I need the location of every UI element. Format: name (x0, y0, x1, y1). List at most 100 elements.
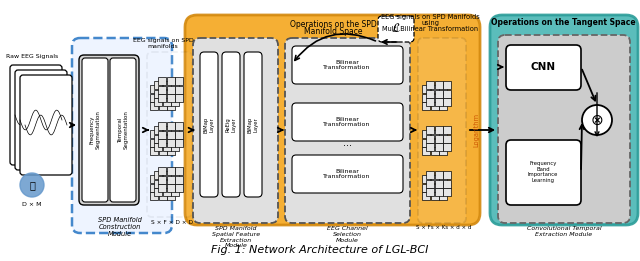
Bar (175, 94, 183, 102)
Bar (439, 147, 447, 155)
FancyBboxPatch shape (110, 58, 136, 202)
Text: using: using (421, 20, 439, 26)
Bar (158, 139, 166, 147)
Bar (158, 122, 166, 130)
Bar (439, 85, 447, 93)
Bar (426, 90, 434, 98)
Bar (163, 90, 170, 98)
Bar (150, 175, 158, 183)
Bar (435, 126, 442, 134)
Bar (175, 86, 183, 93)
Bar (422, 130, 430, 138)
Bar (171, 180, 179, 187)
Bar (435, 81, 442, 89)
Bar (175, 130, 183, 139)
Bar (171, 81, 179, 89)
Text: Raw EEG Signals: Raw EEG Signals (6, 54, 58, 59)
Bar (159, 93, 166, 102)
FancyBboxPatch shape (72, 38, 172, 233)
Text: Multi Bilinear Transformation: Multi Bilinear Transformation (382, 26, 478, 32)
Bar (167, 175, 175, 183)
FancyBboxPatch shape (490, 15, 638, 225)
Text: D × M: D × M (22, 203, 42, 207)
Bar (154, 134, 162, 143)
Bar (431, 139, 438, 146)
Bar (171, 143, 179, 151)
Bar (443, 81, 451, 89)
Bar (171, 90, 179, 98)
FancyBboxPatch shape (292, 155, 403, 193)
Text: SPD Manifold
Spatial Feature
Extraction
Module: SPD Manifold Spatial Feature Extraction … (212, 226, 260, 248)
Bar (422, 192, 430, 200)
Bar (150, 139, 158, 146)
Text: Convolutional Temporal
Extraction Module: Convolutional Temporal Extraction Module (527, 226, 602, 237)
Bar (154, 81, 162, 89)
Bar (426, 143, 434, 151)
Bar (167, 130, 175, 138)
FancyBboxPatch shape (292, 103, 403, 141)
Bar (167, 85, 175, 93)
Text: Operations on the SPD: Operations on the SPD (290, 20, 376, 29)
FancyBboxPatch shape (498, 35, 630, 223)
Bar (426, 98, 434, 106)
Bar (431, 130, 438, 138)
FancyBboxPatch shape (285, 38, 410, 223)
FancyBboxPatch shape (244, 52, 262, 197)
Text: Manifold Space: Manifold Space (304, 27, 362, 36)
Text: Frequency
Segmentation: Frequency Segmentation (90, 111, 100, 150)
FancyBboxPatch shape (418, 38, 466, 223)
Bar (443, 126, 451, 134)
FancyBboxPatch shape (10, 65, 62, 165)
Text: Bilinear
Transformation: Bilinear Transformation (323, 60, 371, 70)
Text: BiMap
Layer: BiMap Layer (248, 117, 259, 133)
Bar (158, 175, 166, 183)
Bar (431, 192, 438, 200)
Bar (154, 143, 162, 151)
Bar (426, 126, 434, 134)
Bar (163, 134, 170, 143)
Bar (443, 90, 451, 98)
FancyBboxPatch shape (222, 52, 240, 197)
FancyBboxPatch shape (147, 52, 192, 217)
Text: ReEig
Layer: ReEig Layer (226, 118, 236, 132)
Bar (439, 102, 447, 110)
Bar (163, 180, 170, 187)
FancyBboxPatch shape (193, 38, 278, 223)
Bar (150, 93, 158, 102)
Bar (154, 98, 162, 106)
FancyBboxPatch shape (292, 46, 403, 84)
Text: BiMap
Layer: BiMap Layer (204, 117, 214, 133)
Bar (435, 188, 442, 196)
Bar (166, 77, 175, 85)
Bar (171, 171, 179, 179)
Bar (158, 130, 166, 139)
Text: EEG signals on SPD
manifolds: EEG signals on SPD manifolds (132, 38, 193, 49)
Bar (435, 134, 442, 143)
Bar (163, 126, 170, 134)
Text: CNN: CNN (531, 62, 556, 72)
Text: Operations on the Tangent Space: Operations on the Tangent Space (491, 18, 636, 27)
Bar (166, 175, 175, 183)
FancyBboxPatch shape (185, 15, 480, 225)
Bar (166, 86, 175, 93)
Bar (166, 94, 175, 102)
Bar (443, 143, 451, 151)
Bar (435, 171, 442, 179)
Bar (422, 147, 430, 155)
Bar (175, 175, 183, 183)
Bar (439, 139, 447, 146)
Bar (431, 85, 438, 93)
Bar (150, 85, 158, 93)
Text: Fig. 1: Network Architecture of LGL-BCI: Fig. 1: Network Architecture of LGL-BCI (211, 245, 429, 255)
Bar (175, 167, 183, 175)
FancyBboxPatch shape (506, 45, 581, 90)
Bar (422, 175, 430, 183)
FancyBboxPatch shape (15, 70, 67, 170)
Bar (154, 180, 162, 187)
Bar (150, 130, 158, 138)
Text: Temporal
Segmentation: Temporal Segmentation (118, 111, 129, 150)
Bar (158, 184, 166, 192)
Bar (158, 94, 166, 102)
Bar (435, 180, 442, 187)
Bar (158, 77, 166, 85)
